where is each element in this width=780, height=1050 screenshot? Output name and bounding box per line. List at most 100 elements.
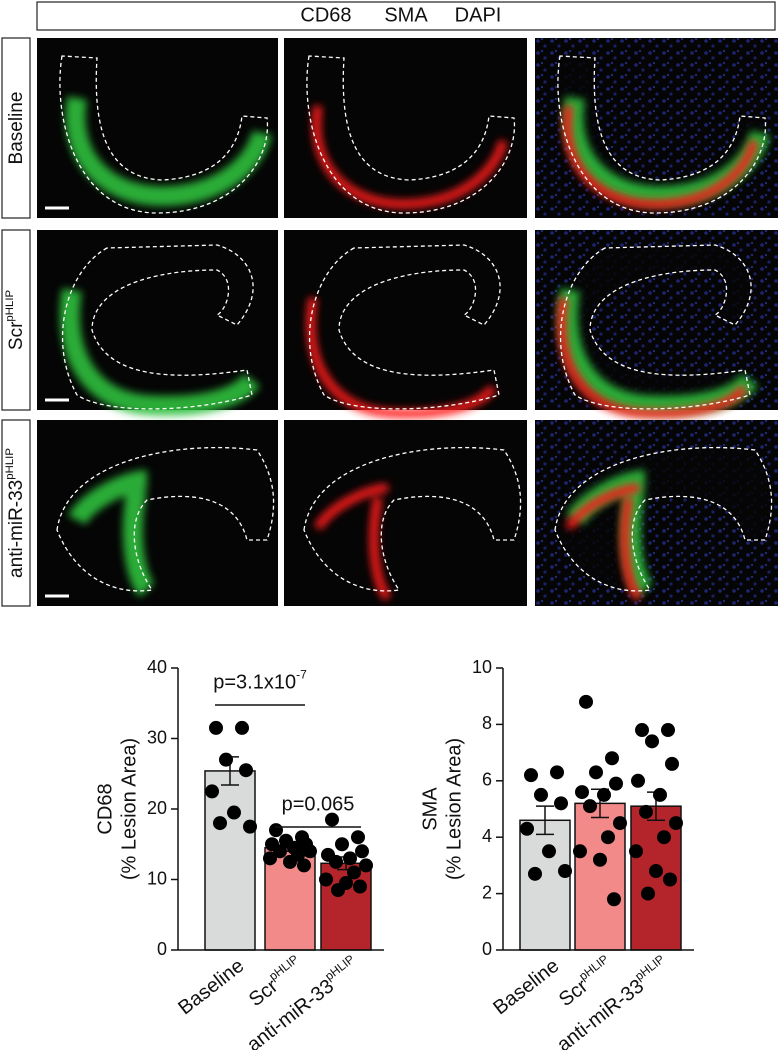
lesion-outline <box>61 244 254 410</box>
bar <box>519 819 571 951</box>
data-point <box>663 872 677 887</box>
header-box <box>36 1 776 31</box>
lesion-outline <box>306 55 516 214</box>
micrograph <box>37 420 278 606</box>
y-tick-label: 30 <box>147 727 167 747</box>
data-point <box>601 830 615 845</box>
micrograph <box>284 230 527 419</box>
data-point <box>669 816 683 831</box>
outline-mask <box>560 245 752 409</box>
data-point <box>335 837 349 852</box>
data-point <box>303 844 317 859</box>
data-point <box>297 858 311 873</box>
data-point <box>607 892 621 907</box>
data-point <box>520 821 534 836</box>
lesion-outline <box>308 244 501 410</box>
micrograph <box>284 38 527 218</box>
y-tick-label: 8 <box>482 713 492 733</box>
sma-signal <box>557 297 748 419</box>
x-tick-label-text: Baseline <box>489 955 563 1020</box>
data-point <box>665 756 679 771</box>
x-tick-label-text-sup: pHLIP <box>576 952 611 984</box>
row-label-text-sup: pHLIP <box>4 448 16 480</box>
lesion-outline <box>303 446 522 592</box>
p-value-text: p=3.1x10 <box>213 671 296 693</box>
data-point <box>631 773 645 788</box>
lesion-outline <box>554 446 773 592</box>
micrograph <box>535 38 778 218</box>
cd68-signal <box>59 288 260 416</box>
row-label-box <box>1 37 31 219</box>
data-point <box>542 844 556 859</box>
y-axis-label: (% Lesion Area) <box>118 738 140 880</box>
data-point <box>209 720 223 735</box>
data-point <box>528 866 542 881</box>
data-point <box>331 883 345 898</box>
sma-signal <box>564 483 643 602</box>
data-point <box>639 804 653 819</box>
data-point <box>355 844 369 859</box>
micrograph-bg <box>284 230 527 410</box>
data-point <box>579 694 593 709</box>
x-tick-label-text-sup: pHLIP <box>322 952 357 984</box>
y-tick-label: 4 <box>482 826 492 846</box>
bar <box>204 770 256 951</box>
row-label-text: Baseline <box>6 92 27 165</box>
x-tick-label: Baseline <box>174 955 248 1020</box>
data-point <box>351 830 365 845</box>
y-tick-label: 6 <box>482 770 492 790</box>
data-point <box>239 763 253 778</box>
data-point <box>558 864 572 879</box>
p-value-text-sup: -7 <box>296 668 307 682</box>
data-point <box>329 854 343 869</box>
data-point <box>661 723 675 738</box>
data-point <box>534 787 548 802</box>
row-label: Baseline <box>6 92 27 165</box>
row-label-text: anti-miR-33 <box>6 480 27 578</box>
data-point <box>219 752 233 767</box>
lesion-outline <box>559 244 752 410</box>
data-point <box>243 819 257 834</box>
y-tick-label: 10 <box>472 657 492 677</box>
p-value: p=3.1x10 -7 <box>213 668 307 694</box>
y-tick-label: 2 <box>482 882 492 902</box>
p-value: p=0.065 <box>282 793 355 815</box>
y-tick-label: 0 <box>482 939 492 959</box>
sma-signal <box>313 483 392 602</box>
channel-label: DAPI <box>455 4 502 26</box>
data-point <box>343 851 357 866</box>
row-label-box <box>1 419 31 607</box>
channel-label: SMA <box>384 4 428 26</box>
data-point <box>319 872 333 887</box>
data-point <box>359 858 373 873</box>
y-tick-label: 20 <box>147 798 167 818</box>
data-point <box>263 851 277 866</box>
y-tick-label: 40 <box>147 657 167 677</box>
cd68-signal <box>557 288 758 416</box>
data-point <box>649 864 663 879</box>
sma-signal <box>563 105 759 209</box>
data-point <box>283 854 297 869</box>
x-tick-label-text: Baseline <box>174 955 248 1020</box>
data-point <box>653 787 667 802</box>
data-point <box>353 879 367 894</box>
data-point <box>347 865 361 880</box>
data-point <box>589 765 603 780</box>
data-point <box>213 816 227 831</box>
y-tick-label: 10 <box>147 868 167 888</box>
row-label-text-sup: pHLIP <box>4 290 16 322</box>
data-point <box>641 886 655 901</box>
data-point <box>554 796 568 811</box>
channel-label: CD68 <box>300 4 351 26</box>
data-point <box>645 734 659 749</box>
data-point <box>524 768 538 783</box>
micrograph <box>535 230 778 419</box>
x-tick-label: Baseline <box>489 955 563 1020</box>
y-axis-label: (% Lesion Area) <box>443 738 465 880</box>
data-point <box>227 805 241 820</box>
